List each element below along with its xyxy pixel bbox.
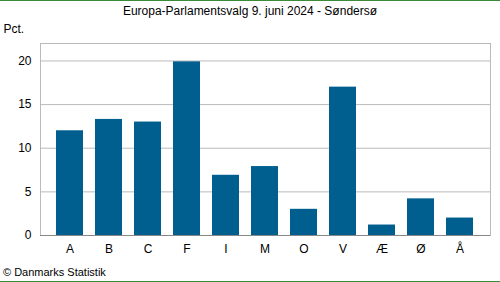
svg-text:F: F (183, 242, 190, 256)
html-text:© Danmarks Statistik: © Danmarks Statistik (3, 266, 106, 278)
svg-text:Pct.: Pct. (4, 22, 25, 36)
svg-text:Æ: Æ (376, 242, 388, 256)
svg-text:O: O (299, 242, 308, 256)
svg-text:Å: Å (456, 241, 464, 256)
svg-text:V: V (339, 242, 347, 256)
svg-text:I: I (224, 242, 227, 256)
svg-text:A: A (66, 242, 74, 256)
svg-text:10: 10 (18, 141, 32, 155)
svg-text:M: M (260, 242, 270, 256)
svg-text:B: B (105, 242, 113, 256)
svg-text:C: C (144, 242, 153, 256)
svg-text:5: 5 (25, 185, 32, 199)
html-text:Europa-Parlamentsvalg 9. juni: Europa-Parlamentsvalg 9. juni 2024 - Søn… (122, 4, 378, 18)
svg-text:15: 15 (18, 97, 32, 111)
svg-text:20: 20 (18, 54, 32, 68)
svg-text:Ø: Ø (416, 242, 425, 256)
svg-text:0: 0 (25, 228, 32, 242)
